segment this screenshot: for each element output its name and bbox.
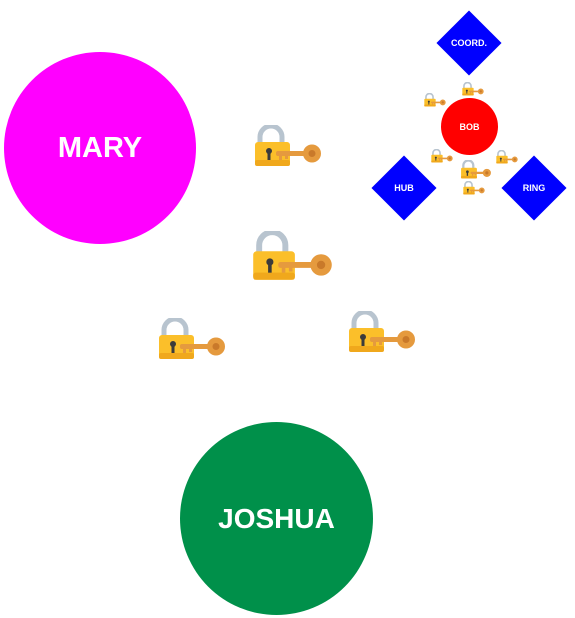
lock-with-key-icon [348, 311, 416, 353]
node-mary: MARY [4, 52, 196, 244]
node-hub: HUB [371, 155, 437, 221]
node-bob: BOB [441, 98, 498, 155]
node-ring: RING [501, 155, 567, 221]
node-coord: COORD. [436, 10, 502, 76]
node-hub-label: HUB [394, 183, 414, 193]
lock-with-key-icon [252, 231, 333, 281]
lock-with-key-icon [460, 160, 492, 179]
lock-with-key-icon [431, 149, 453, 163]
lock-with-key-icon [424, 93, 446, 107]
node-ring-label: RING [522, 183, 546, 193]
lock-with-key-icon [158, 318, 226, 360]
lock-with-key-icon [462, 82, 484, 96]
node-coord-label: COORD. [451, 38, 487, 48]
node-joshua: JOSHUA [180, 422, 373, 615]
lock-with-key-icon [496, 150, 518, 164]
lock-with-key-icon [254, 125, 322, 167]
lock-with-key-icon [463, 181, 485, 195]
node-mary-label: MARY [57, 131, 143, 164]
node-joshua-label: JOSHUA [218, 502, 335, 534]
node-bob-label: BOB [459, 121, 480, 132]
